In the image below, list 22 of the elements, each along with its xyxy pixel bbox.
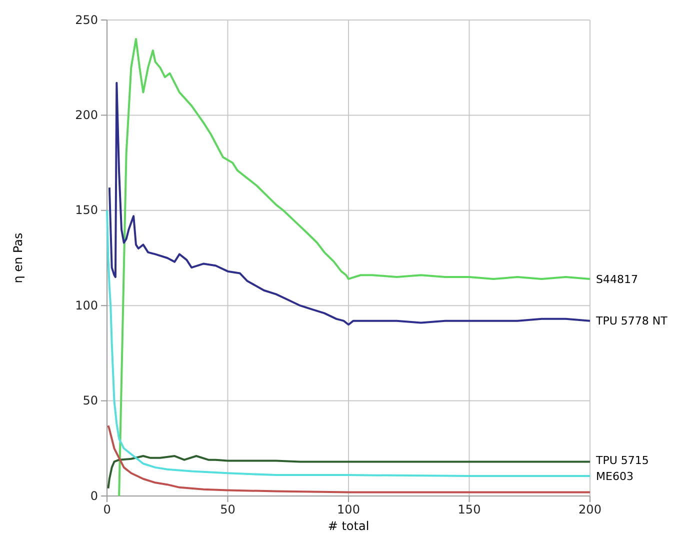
x-axis-title: # total — [328, 519, 370, 533]
series-label: ME603 — [596, 470, 634, 483]
y-axis-title: η en Pas — [11, 232, 25, 284]
x-tick-label: 150 — [458, 502, 481, 517]
series-label: S44817 — [596, 272, 638, 286]
x-tick-label: 0 — [103, 502, 111, 517]
series-label: TPU 5778 NT — [595, 314, 668, 328]
line-series — [106, 209, 591, 478]
x-tick-label: 100 — [337, 502, 360, 517]
y-tick-label: 150 — [75, 203, 98, 218]
series-label: TPU 5715 — [595, 454, 649, 467]
line-series — [107, 455, 591, 490]
x-tick-label: 50 — [220, 502, 236, 517]
y-tick-label: 0 — [90, 488, 98, 503]
y-tick-label: 50 — [82, 394, 98, 408]
y-tick-label: 200 — [75, 108, 98, 122]
line-series — [107, 424, 591, 494]
y-tick-label: 250 — [75, 12, 98, 27]
line-series — [118, 38, 591, 497]
x-tick-label: 200 — [578, 502, 602, 517]
y-tick-label: 100 — [75, 298, 98, 312]
line-series — [108, 82, 591, 326]
